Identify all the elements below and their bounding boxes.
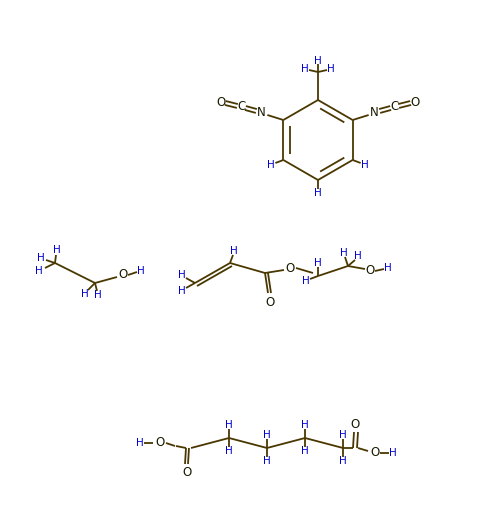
Text: H: H	[384, 263, 392, 273]
Text: H: H	[361, 160, 368, 170]
Text: H: H	[339, 430, 347, 440]
Text: H: H	[263, 456, 271, 466]
Text: H: H	[301, 64, 309, 74]
Text: H: H	[327, 64, 335, 74]
Text: O: O	[217, 95, 226, 109]
Text: H: H	[314, 258, 322, 268]
Text: O: O	[155, 437, 165, 449]
Text: H: H	[230, 246, 238, 256]
Text: H: H	[178, 286, 186, 296]
Text: H: H	[263, 430, 271, 440]
Text: H: H	[268, 160, 275, 170]
Text: H: H	[178, 270, 186, 280]
Text: H: H	[225, 420, 233, 430]
Text: H: H	[94, 290, 102, 300]
Text: O: O	[182, 465, 192, 479]
Text: O: O	[370, 446, 380, 460]
Text: N: N	[370, 105, 379, 119]
Text: H: H	[302, 276, 310, 286]
Text: O: O	[351, 418, 359, 430]
Text: O: O	[285, 261, 295, 275]
Text: H: H	[339, 456, 347, 466]
Text: C: C	[390, 101, 399, 113]
Text: H: H	[225, 446, 233, 456]
Text: C: C	[237, 101, 246, 113]
Text: O: O	[265, 296, 275, 308]
Text: H: H	[37, 253, 45, 263]
Text: H: H	[354, 251, 362, 261]
Text: O: O	[365, 264, 375, 278]
Text: H: H	[314, 56, 322, 66]
Text: H: H	[301, 446, 309, 456]
Text: H: H	[35, 266, 43, 276]
Text: H: H	[81, 289, 89, 299]
Text: O: O	[410, 95, 419, 109]
Text: H: H	[136, 438, 144, 448]
Text: O: O	[118, 269, 128, 281]
Text: H: H	[301, 420, 309, 430]
Text: N: N	[257, 105, 266, 119]
Text: H: H	[340, 248, 348, 258]
Text: H: H	[314, 188, 322, 198]
Text: H: H	[53, 245, 61, 255]
Text: H: H	[137, 266, 145, 276]
Text: H: H	[389, 448, 397, 458]
